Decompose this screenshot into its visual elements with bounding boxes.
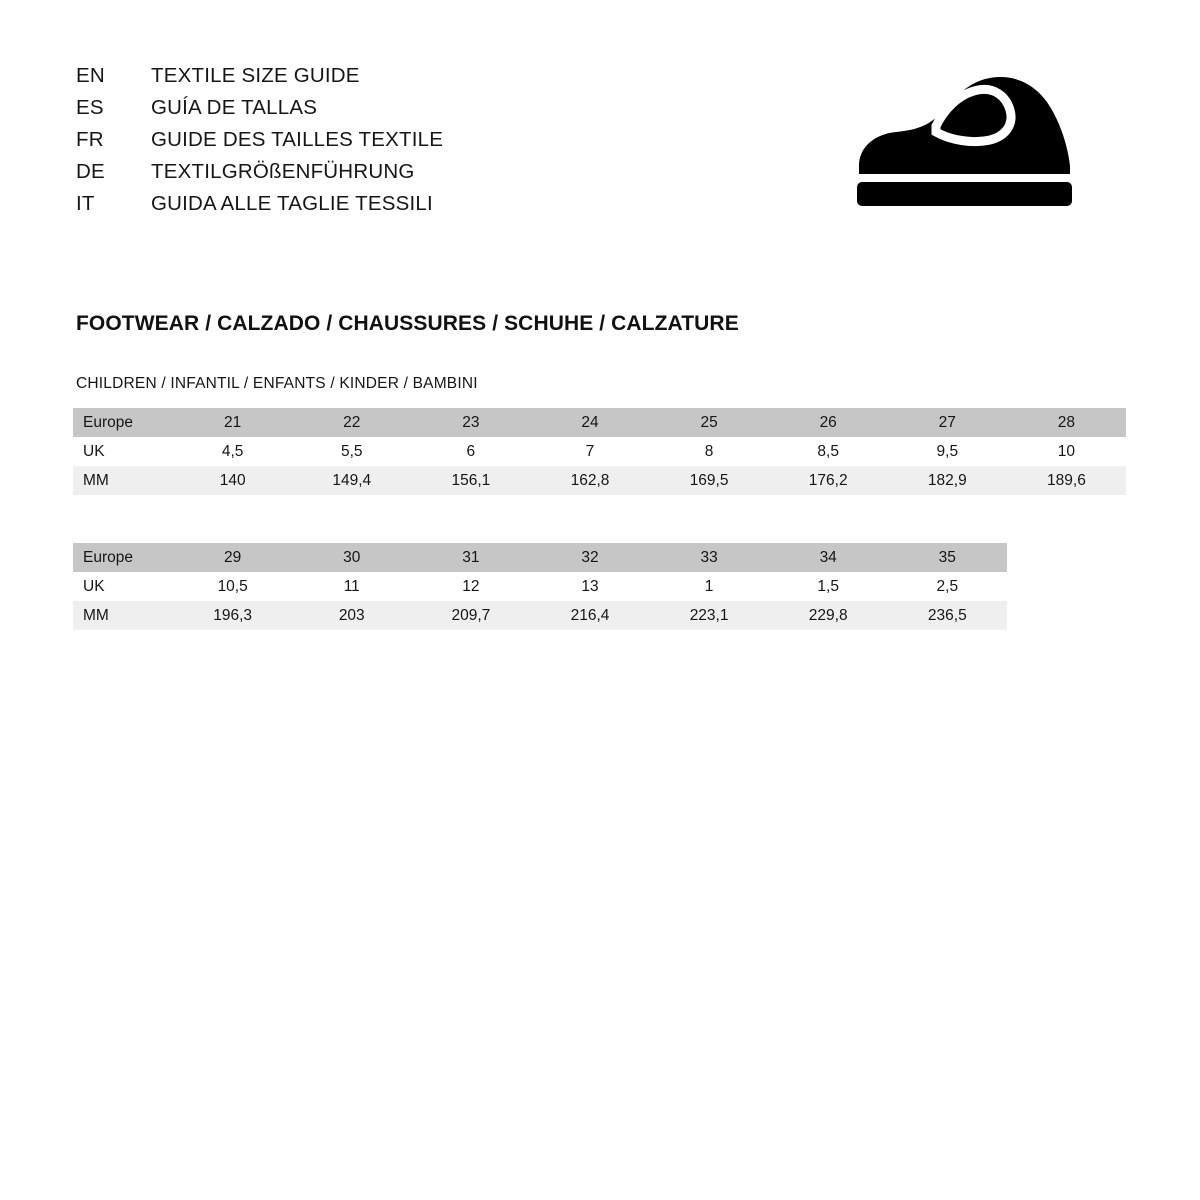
row-label-mm: MM xyxy=(73,601,174,630)
cell-mm-1: 149,4 xyxy=(292,466,412,495)
cell-mm-0: 196,3 xyxy=(173,601,293,630)
cell-europe-6: 27 xyxy=(887,408,1007,437)
cell-uk-5: 8,5 xyxy=(768,437,888,466)
cell-europe-1: 22 xyxy=(292,408,412,437)
cell-uk-4: 1 xyxy=(649,572,769,601)
cell-uk-0: 4,5 xyxy=(173,437,293,466)
language-code-de: DE xyxy=(76,160,105,183)
cell-mm-0: 140 xyxy=(173,466,293,495)
cell-uk-6: 9,5 xyxy=(887,437,1007,466)
language-title-it: GUIDA ALLE TAGLIE TESSILI xyxy=(151,192,433,215)
language-title-list: EN TEXTILE SIZE GUIDE ES GUÍA DE TALLAS … xyxy=(76,64,443,224)
language-title-en: TEXTILE SIZE GUIDE xyxy=(151,64,360,87)
cell-uk-2: 6 xyxy=(411,437,531,466)
row-label-uk: UK xyxy=(73,437,174,466)
language-row-fr: FR GUIDE DES TAILLES TEXTILE xyxy=(76,128,443,160)
cell-uk-3: 13 xyxy=(530,572,650,601)
cell-europe-4: 33 xyxy=(649,543,769,572)
language-row-it: IT GUIDA ALLE TAGLIE TESSILI xyxy=(76,192,443,224)
shoe-icon xyxy=(854,74,1074,219)
cell-uk-7-empty xyxy=(1006,572,1126,601)
language-code-en: EN xyxy=(76,64,105,87)
table-row: MM 140 149,4 156,1 162,8 169,5 176,2 182… xyxy=(73,466,1126,495)
language-title-fr: GUIDE DES TAILLES TEXTILE xyxy=(151,128,444,151)
language-title-de: TEXTILGRÖßENFÜHRUNG xyxy=(151,160,415,183)
cell-uk-4: 8 xyxy=(649,437,769,466)
cell-mm-5: 176,2 xyxy=(768,466,888,495)
cell-uk-1: 11 xyxy=(292,572,412,601)
cell-mm-6: 236,5 xyxy=(887,601,1007,630)
language-row-de: DE TEXTILGRÖßENFÜHRUNG xyxy=(76,160,443,192)
language-row-es: ES GUÍA DE TALLAS xyxy=(76,96,443,128)
table-row: MM 196,3 203 209,7 216,4 223,1 229,8 236… xyxy=(73,601,1126,630)
cell-europe-0: 29 xyxy=(173,543,293,572)
cell-mm-2: 156,1 xyxy=(411,466,531,495)
cell-mm-6: 182,9 xyxy=(887,466,1007,495)
row-label-europe: Europe xyxy=(73,543,174,572)
row-label-mm: MM xyxy=(73,466,174,495)
cell-mm-1: 203 xyxy=(292,601,412,630)
cell-europe-6: 35 xyxy=(887,543,1007,572)
footwear-sub-title: CHILDREN / INFANTIL / ENFANTS / KINDER /… xyxy=(76,375,478,392)
cell-mm-3: 162,8 xyxy=(530,466,650,495)
cell-europe-4: 25 xyxy=(649,408,769,437)
document-header: EN TEXTILE SIZE GUIDE ES GUÍA DE TALLAS … xyxy=(76,64,1136,224)
language-code-es: ES xyxy=(76,96,104,119)
cell-uk-1: 5,5 xyxy=(292,437,412,466)
cell-europe-2: 23 xyxy=(411,408,531,437)
cell-mm-7: 189,6 xyxy=(1006,466,1126,495)
cell-europe-0: 21 xyxy=(173,408,293,437)
cell-uk-3: 7 xyxy=(530,437,650,466)
table-row: UK 4,5 5,5 6 7 8 8,5 9,5 10 xyxy=(73,437,1126,466)
cell-mm-7-empty xyxy=(1006,601,1126,630)
language-title-es: GUÍA DE TALLAS xyxy=(151,96,318,119)
size-table-children-part1: Europe 21 22 23 24 25 26 27 28 UK 4,5 5,… xyxy=(73,408,1126,495)
cell-europe-3: 32 xyxy=(530,543,650,572)
cell-europe-7: 28 xyxy=(1006,408,1126,437)
size-table-children-part2: Europe 29 30 31 32 33 34 35 UK 10,5 11 1… xyxy=(73,543,1126,630)
footwear-section-title: FOOTWEAR / CALZADO / CHAUSSURES / SCHUHE… xyxy=(76,312,739,335)
cell-uk-5: 1,5 xyxy=(768,572,888,601)
cell-europe-7-empty xyxy=(1006,543,1126,572)
cell-mm-2: 209,7 xyxy=(411,601,531,630)
cell-europe-3: 24 xyxy=(530,408,650,437)
language-code-it: IT xyxy=(76,192,95,215)
cell-mm-4: 223,1 xyxy=(649,601,769,630)
cell-mm-4: 169,5 xyxy=(649,466,769,495)
language-row-en: EN TEXTILE SIZE GUIDE xyxy=(76,64,443,96)
cell-europe-1: 30 xyxy=(292,543,412,572)
language-code-fr: FR xyxy=(76,128,104,151)
table-row: UK 10,5 11 12 13 1 1,5 2,5 xyxy=(73,572,1126,601)
cell-uk-0: 10,5 xyxy=(173,572,293,601)
cell-mm-5: 229,8 xyxy=(768,601,888,630)
row-label-uk: UK xyxy=(73,572,174,601)
cell-europe-5: 26 xyxy=(768,408,888,437)
row-label-europe: Europe xyxy=(73,408,174,437)
table-row: Europe 21 22 23 24 25 26 27 28 xyxy=(73,408,1126,437)
cell-mm-3: 216,4 xyxy=(530,601,650,630)
table-row: Europe 29 30 31 32 33 34 35 xyxy=(73,543,1126,572)
cell-uk-2: 12 xyxy=(411,572,531,601)
cell-europe-5: 34 xyxy=(768,543,888,572)
cell-uk-6: 2,5 xyxy=(887,572,1007,601)
cell-europe-2: 31 xyxy=(411,543,531,572)
cell-uk-7: 10 xyxy=(1006,437,1126,466)
